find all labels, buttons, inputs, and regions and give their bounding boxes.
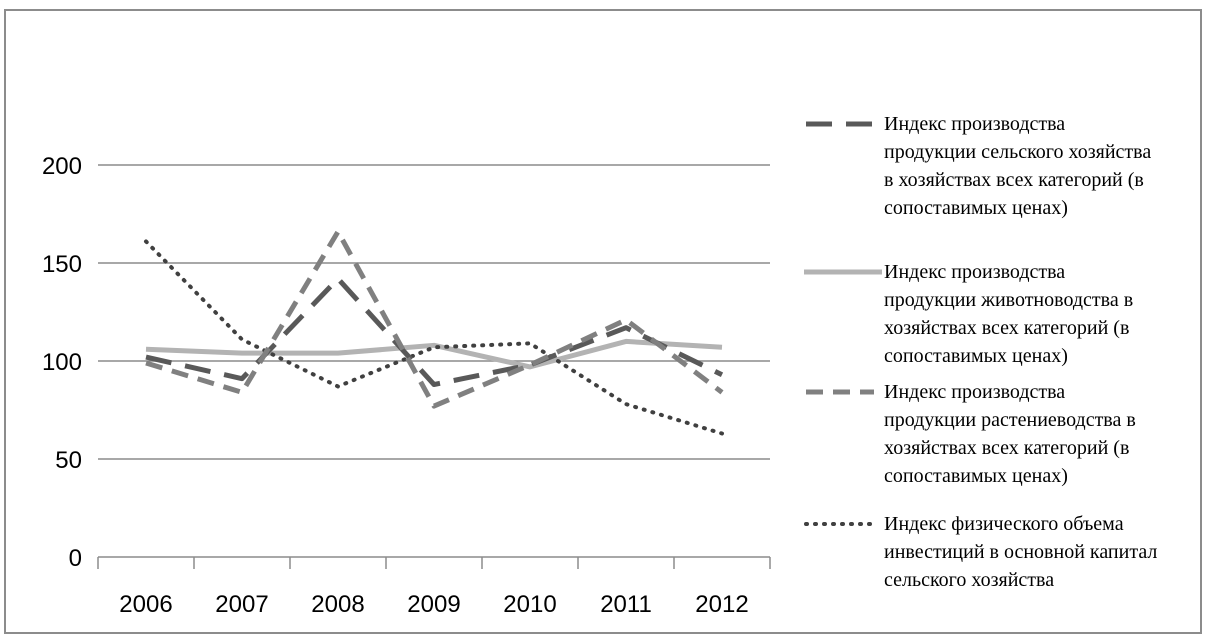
legend-label: Индекс физического объема инвестиций в о… xyxy=(884,513,1158,591)
legend-label: Индекс производства продукции животновод… xyxy=(884,261,1134,367)
y-tick-label: 100 xyxy=(42,349,82,376)
legend-swatch xyxy=(804,269,882,275)
legend-label: Индекс производства продукции сельского … xyxy=(884,113,1152,219)
legend-swatch xyxy=(804,522,876,526)
y-tick-label: 0 xyxy=(69,545,82,572)
series-line-1 xyxy=(145,276,724,388)
legend-label: Индекс производства продукции растениево… xyxy=(884,381,1136,487)
y-tick-label: 50 xyxy=(55,447,82,474)
series-line-2 xyxy=(145,338,723,370)
y-tick-label: 200 xyxy=(42,153,82,180)
series-line-3 xyxy=(145,229,724,409)
legend-swatch xyxy=(806,121,874,127)
x-tick-label: 2008 xyxy=(311,591,364,618)
x-tick-label: 2010 xyxy=(503,591,556,618)
y-tick-label: 150 xyxy=(42,251,82,278)
x-tick-label: 2007 xyxy=(215,591,268,618)
x-tick-label: 2011 xyxy=(600,591,652,618)
x-tick-label: 2006 xyxy=(119,591,172,618)
series-line-4 xyxy=(144,239,724,436)
x-tick-label: 2012 xyxy=(695,591,748,618)
chart-frame xyxy=(4,9,1202,634)
legend-swatch xyxy=(806,389,874,395)
x-tick-label: 2009 xyxy=(407,591,460,618)
